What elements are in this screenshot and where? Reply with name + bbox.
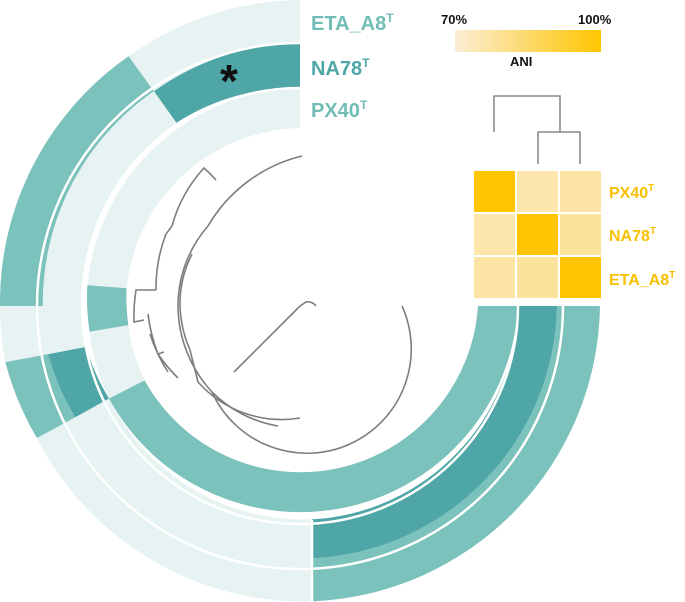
ani-dendrogram xyxy=(493,95,581,164)
tree-branch xyxy=(149,333,169,373)
ring-na78-seg-2 xyxy=(42,91,177,355)
phylogenetic-tree xyxy=(133,155,413,455)
asterisk-marker: * xyxy=(220,55,238,107)
tree-branch xyxy=(155,225,173,291)
ani-cell xyxy=(558,212,603,257)
tree-branch xyxy=(177,225,209,307)
ring-px40-seg-1 xyxy=(87,88,301,289)
ring-label-px40: PX40T xyxy=(311,98,368,122)
ani-cell xyxy=(558,169,603,214)
ani-cell xyxy=(472,212,517,257)
tree-branch xyxy=(157,353,179,379)
circular-rings xyxy=(0,0,600,602)
tree-branch xyxy=(177,305,413,455)
ani-gradient-bar xyxy=(455,30,601,52)
ani-color-scale: 70% 100% ANI xyxy=(441,12,612,69)
ani-heatmap xyxy=(472,169,603,300)
ani-cell xyxy=(558,255,603,300)
ani-row-label-eta-a8: ETA_A8T xyxy=(609,270,675,289)
dendrogram-branch xyxy=(493,95,561,132)
ani-cell xyxy=(515,169,560,214)
ring-eta-a8-seg-6 xyxy=(312,306,600,602)
tree-branch xyxy=(233,305,301,373)
ring-eta-a8-seg-1 xyxy=(128,0,300,92)
ani-cell xyxy=(515,255,560,300)
ring-px40-seg-2 xyxy=(87,285,129,332)
ani-scale-min-label: 70% xyxy=(441,12,467,27)
ring-labels: ETA_A8T NA78T PX40T * xyxy=(220,11,394,122)
ring-eta-a8-seg-3 xyxy=(0,306,48,363)
tree-branch xyxy=(133,289,156,323)
ani-row-label-px40: PX40T xyxy=(609,183,654,202)
tree-branch xyxy=(211,391,279,427)
ring-label-na78: NA78T xyxy=(311,56,370,80)
ring-na78-seg-1 xyxy=(153,43,300,123)
ring-separator xyxy=(35,41,565,571)
ring-px40-seg-3 xyxy=(89,325,145,399)
ani-row-label-na78: NA78T xyxy=(609,226,656,245)
ring-na78-seg-3 xyxy=(48,346,109,418)
ring-px40-seg-4 xyxy=(109,306,518,513)
ani-scale-title: ANI xyxy=(510,54,532,69)
ring-eta-a8-seg-4 xyxy=(5,354,76,439)
dendrogram-branch xyxy=(537,131,581,164)
ring-separator xyxy=(80,86,520,526)
tree-branch xyxy=(189,349,301,421)
ani-cell xyxy=(472,169,517,214)
tree-branch xyxy=(179,305,191,351)
tree-branch xyxy=(207,155,303,227)
ani-row-labels: PX40T NA78T ETA_A8T xyxy=(609,183,675,289)
ani-cell xyxy=(515,212,560,257)
tree-branch xyxy=(179,253,193,307)
tree-branch xyxy=(171,166,217,227)
ring-na78-seg-5 xyxy=(312,306,557,559)
ring-label-eta-a8: ETA_A8T xyxy=(311,11,394,35)
ani-scale-max-label: 100% xyxy=(578,12,612,27)
ani-cell xyxy=(472,255,517,300)
ring-eta-a8-seg-5 xyxy=(36,417,313,602)
tree-branch xyxy=(299,301,317,307)
